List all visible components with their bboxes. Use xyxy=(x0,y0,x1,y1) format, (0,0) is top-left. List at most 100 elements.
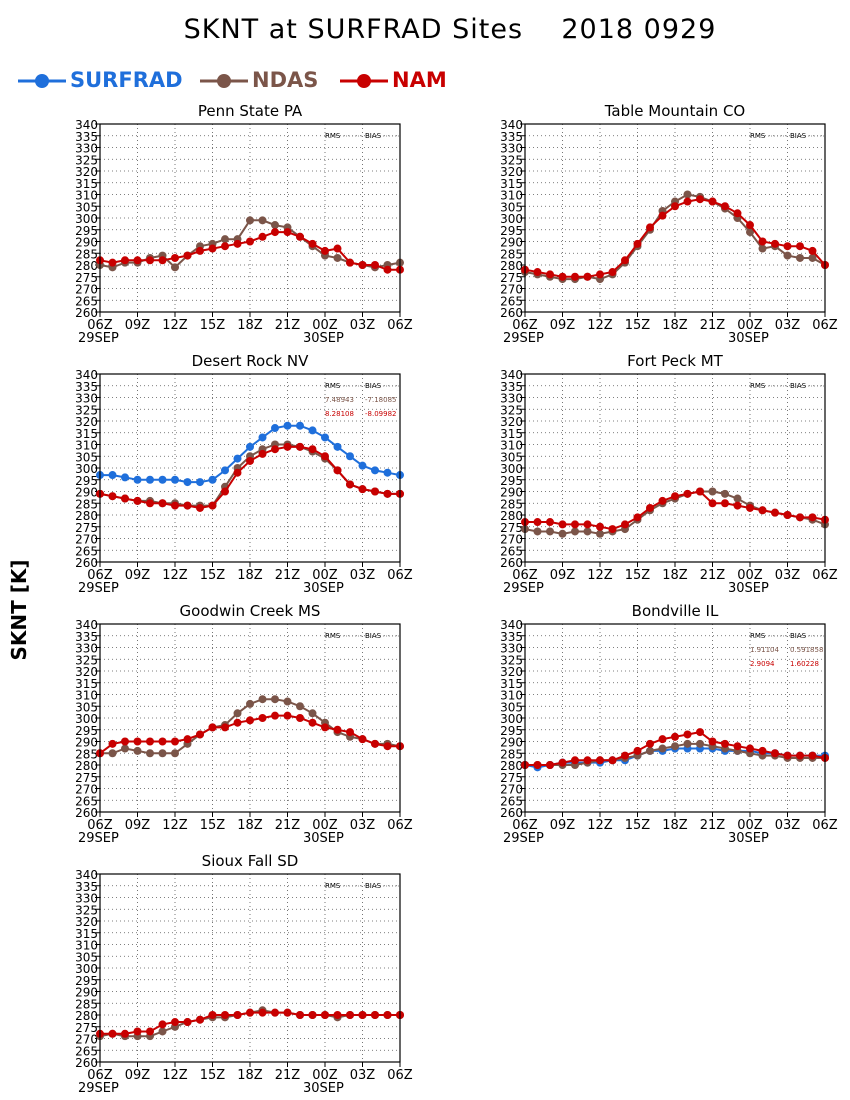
stats-header-bias: BIAS xyxy=(365,132,382,140)
data-point-surfrad xyxy=(371,466,379,475)
x-tick-label: 06Z xyxy=(387,318,413,333)
data-point-nam xyxy=(296,1011,304,1019)
data-point-nam xyxy=(333,725,342,734)
data-point-nam xyxy=(808,246,817,255)
y-tick-label: 280 xyxy=(75,1009,98,1023)
x-tick-label: 06Z xyxy=(512,318,538,333)
data-point-nam xyxy=(333,466,342,475)
data-point-nam xyxy=(696,728,704,737)
data-point-nam xyxy=(233,468,242,477)
data-point-ndas xyxy=(133,746,142,755)
date-label: 30SEP xyxy=(303,581,344,596)
data-point-surfrad xyxy=(283,421,292,430)
data-point-nam xyxy=(146,737,154,746)
chart-title: Bondville IL xyxy=(632,602,719,620)
y-tick-label: 280 xyxy=(500,259,523,273)
data-point-surfrad xyxy=(296,421,304,430)
x-tick-label: 18Z xyxy=(662,568,688,583)
data-point-nam xyxy=(171,737,179,746)
stats-header-rms: RMS xyxy=(750,382,766,390)
data-point-nam xyxy=(221,242,229,251)
data-point-nam xyxy=(383,742,392,751)
stats-rms-ndas: 7.48943 xyxy=(325,396,354,404)
y-tick-label: 335 xyxy=(500,380,523,394)
x-tick-label: 18Z xyxy=(237,1068,263,1083)
data-point-nam xyxy=(233,1011,242,1019)
y-tick-label: 335 xyxy=(75,630,98,644)
data-point-nam xyxy=(721,739,729,748)
chart-panel-bondville-il: Bondville IL2602652702752802852902953003… xyxy=(500,602,838,846)
data-point-nam xyxy=(746,503,754,512)
data-point-nam xyxy=(358,485,367,494)
y-tick-label: 340 xyxy=(500,368,523,382)
y-tick-label: 285 xyxy=(75,497,98,511)
x-tick-label: 09Z xyxy=(125,1068,151,1083)
y-tick-label: 335 xyxy=(500,630,523,644)
x-tick-label: 06Z xyxy=(812,568,838,583)
y-tick-label: 295 xyxy=(75,974,98,988)
y-tick-label: 280 xyxy=(75,759,98,773)
y-tick-label: 260 xyxy=(75,556,98,570)
chart-title: Table Mountain CO xyxy=(604,102,746,120)
data-point-nam xyxy=(546,518,554,527)
data-point-nam xyxy=(183,251,192,260)
data-point-ndas xyxy=(171,749,179,758)
y-tick-label: 320 xyxy=(75,665,98,679)
y-tick-label: 290 xyxy=(75,486,98,500)
date-label: 29SEP xyxy=(503,331,544,346)
data-point-nam xyxy=(371,261,379,269)
y-tick-label: 310 xyxy=(75,189,98,203)
y-tick-label: 315 xyxy=(75,427,98,441)
data-point-nam xyxy=(183,1018,192,1027)
data-point-surfrad xyxy=(308,426,317,435)
data-point-surfrad xyxy=(183,478,192,487)
date-label: 29SEP xyxy=(78,1081,119,1096)
x-tick-label: 03Z xyxy=(350,1068,376,1083)
y-tick-label: 310 xyxy=(500,439,523,453)
data-point-nam xyxy=(758,506,767,515)
y-tick-label: 335 xyxy=(75,130,98,144)
data-point-nam xyxy=(296,442,304,451)
y-tick-label: 295 xyxy=(75,224,98,238)
stats-bias-ndas: -7.18085 xyxy=(365,396,396,404)
y-tick-label: 275 xyxy=(75,271,98,285)
data-point-ndas xyxy=(646,746,654,755)
y-tick-label: 330 xyxy=(500,392,523,406)
data-point-nam xyxy=(308,445,317,454)
chart-panel-penn-state-pa: Penn State PA 260265270275280285290295300… xyxy=(75,102,413,346)
y-tick-label: 270 xyxy=(75,533,98,547)
data-point-nam xyxy=(696,487,704,496)
data-point-nam xyxy=(333,244,342,253)
plot-frame xyxy=(524,623,826,813)
y-tick-label: 265 xyxy=(75,544,98,558)
data-point-nam xyxy=(608,525,617,534)
y-tick-label: 320 xyxy=(500,665,523,679)
data-point-nam xyxy=(808,513,817,522)
data-point-ndas xyxy=(246,699,254,708)
data-point-nam xyxy=(633,513,642,522)
y-tick-label: 305 xyxy=(500,200,523,214)
data-point-nam xyxy=(321,452,329,461)
y-tick-label: 320 xyxy=(75,165,98,179)
y-tick-label: 265 xyxy=(500,794,523,808)
y-tick-label: 330 xyxy=(75,642,98,656)
data-point-nam xyxy=(296,232,304,241)
data-point-nam xyxy=(708,499,717,508)
y-tick-label: 335 xyxy=(75,380,98,394)
date-label: 30SEP xyxy=(303,331,344,346)
date-label: 30SEP xyxy=(728,831,769,846)
y-tick-label: 340 xyxy=(75,868,98,882)
data-point-surfrad xyxy=(158,475,167,484)
x-tick-label: 06Z xyxy=(387,568,413,583)
y-tick-label: 260 xyxy=(75,806,98,820)
y-tick-label: 300 xyxy=(500,712,523,726)
data-point-nam xyxy=(671,492,679,501)
date-label: 30SEP xyxy=(728,331,769,346)
data-point-nam xyxy=(221,487,229,496)
data-point-nam xyxy=(196,1015,204,1024)
data-point-ndas xyxy=(583,527,592,536)
stats-bias-nam: -8.09982 xyxy=(365,410,396,418)
y-tick-label: 265 xyxy=(500,544,523,558)
data-point-ndas xyxy=(283,697,292,706)
y-tick-label: 335 xyxy=(500,130,523,144)
